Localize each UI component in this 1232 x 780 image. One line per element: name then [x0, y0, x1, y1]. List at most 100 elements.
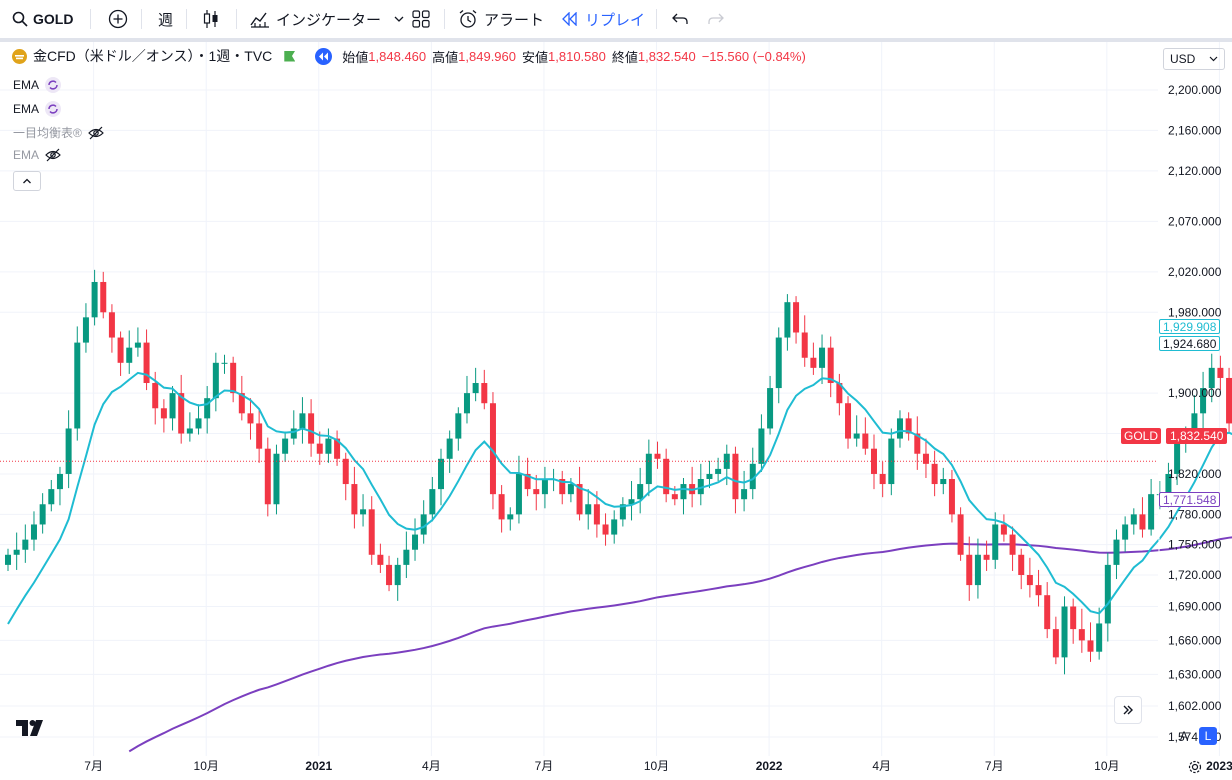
collapse-legend-button[interactable]: [13, 171, 41, 191]
candle-body: [836, 383, 843, 404]
price-tick-label: 2,160.000: [1168, 123, 1222, 137]
candle-body: [446, 438, 453, 459]
candle-body: [481, 383, 488, 404]
candle-body: [1200, 388, 1207, 414]
change-value: −15.560 (−0.84%): [701, 48, 806, 64]
time-tick-label: 7月: [535, 759, 554, 773]
candle-body: [931, 463, 938, 485]
candle-body: [567, 484, 574, 495]
candle-body: [767, 388, 774, 429]
candle-body: [524, 473, 531, 490]
undo-button[interactable]: [671, 0, 689, 38]
ema-fast-line: [7, 371, 1232, 625]
candle-body: [948, 479, 955, 515]
candle-body: [602, 524, 609, 535]
chart-type-button[interactable]: [202, 0, 220, 38]
candle-body: [178, 393, 185, 434]
time-axis: 7月10月20214月7月10月20224月7月10月20234月7月: [84, 759, 1232, 773]
price-tick-label: 1,820.000: [1168, 467, 1222, 481]
candle-body: [489, 403, 496, 495]
compare-button[interactable]: [108, 0, 128, 38]
indicator-ema-3[interactable]: EMA: [13, 148, 61, 162]
close-label: 終値: [611, 49, 638, 65]
symbol-name: GOLD: [33, 11, 74, 27]
candle-body: [186, 428, 193, 434]
auto-scale-button[interactable]: A: [1179, 729, 1188, 743]
replay-back-icon[interactable]: [315, 47, 333, 65]
candle-body: [1052, 629, 1059, 658]
scroll-to-realtime-button[interactable]: [1114, 696, 1142, 724]
candle-body: [974, 554, 981, 586]
candle-body: [541, 479, 548, 495]
log-scale-button[interactable]: L: [1199, 727, 1217, 745]
candle-body: [1009, 534, 1016, 555]
candle-body: [810, 357, 817, 368]
indicator-name: EMA: [13, 78, 40, 92]
time-tick-label: 10月: [1094, 759, 1119, 773]
symbol-title: 金CFD（米ドル／オンス）・1週・TVC: [33, 48, 273, 64]
candle-body: [472, 383, 479, 394]
low-label: 安値: [522, 49, 549, 65]
eye-hidden-icon: [45, 148, 61, 162]
close-value: 1,832.540: [637, 48, 696, 64]
price-tick-label: 1,690.000: [1168, 599, 1222, 613]
candle-body: [922, 453, 929, 464]
indicators-button[interactable]: インジケーター: [250, 0, 405, 38]
toolbar-divider: [656, 9, 657, 29]
candle-body: [230, 362, 237, 394]
candle-body: [793, 302, 800, 333]
tradingview-logo: [16, 718, 46, 743]
alert-button[interactable]: アラート: [458, 0, 544, 38]
candle-body: [282, 438, 289, 454]
toolbar-divider: [141, 9, 142, 29]
candle-body: [334, 438, 341, 459]
indicator-ema-2[interactable]: EMA: [13, 101, 62, 117]
candle-body: [455, 413, 462, 439]
symbol-search[interactable]: GOLD: [12, 0, 73, 38]
candle-body: [896, 418, 903, 439]
templates-button[interactable]: [412, 0, 430, 38]
candle-body: [74, 342, 81, 429]
low-value: 1,810.580: [548, 48, 606, 64]
time-tick-label: 7月: [985, 759, 1004, 773]
flag-icon[interactable]: [284, 50, 296, 62]
indicator-name: EMA: [13, 102, 40, 116]
price-tick-label: 1,660.000: [1168, 633, 1222, 647]
tradingview-logo-icon: [16, 720, 43, 736]
candle-body: [498, 494, 505, 520]
open-label: 始値: [342, 49, 369, 65]
candle-body: [819, 347, 826, 368]
candle-body: [559, 479, 566, 495]
candle-body: [126, 347, 133, 363]
interval-button[interactable]: 週: [158, 11, 174, 29]
time-tick-label: 10月: [644, 759, 669, 773]
indicator-ichimoku[interactable]: 一目均衡表®: [13, 124, 104, 141]
candle-body: [515, 473, 522, 515]
candle-body: [351, 484, 358, 515]
candle-body: [412, 534, 419, 550]
candle-body: [775, 337, 782, 389]
gold-coin-icon: [12, 48, 27, 64]
toolbar-divider: [444, 9, 445, 29]
candle-body: [533, 489, 540, 495]
candle-body: [308, 413, 315, 444]
search-icon: [12, 11, 28, 27]
candle-body: [256, 423, 263, 449]
price-tick-label: 1,720.000: [1168, 568, 1222, 582]
plus-circle-icon: [108, 9, 128, 29]
redo-button[interactable]: [707, 0, 725, 38]
replay-button[interactable]: リプレイ: [562, 0, 645, 38]
candle-body: [290, 428, 297, 439]
price-tick-label: 1,900.000: [1168, 386, 1222, 400]
price-chart[interactable]: 2,200.000 2,160.000 2,120.000 2,070.000 2,02…: [0, 42, 1232, 780]
candle-body: [325, 438, 332, 454]
settings-button[interactable]: [1188, 760, 1202, 779]
indicator-ema-1[interactable]: EMA: [13, 77, 62, 93]
candle-body: [386, 564, 393, 586]
candle-body: [143, 342, 150, 384]
currency-selector[interactable]: USD: [1163, 48, 1225, 70]
candle-body: [845, 403, 852, 439]
chevron-down-icon: [394, 16, 404, 22]
candle-body: [169, 393, 176, 419]
candle-body: [13, 549, 20, 555]
